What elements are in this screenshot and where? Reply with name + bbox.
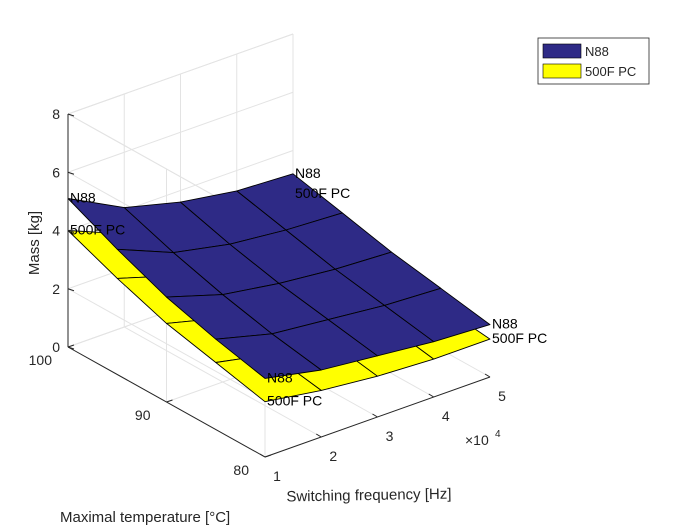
tick-labels: 0 2 4 6 8 80 90 100 1 2 3 4 5 [29,106,506,484]
x-tick-mark [372,413,378,418]
x-exponent-base: ×10 [465,432,489,448]
annotation-label: 500F PC [70,222,125,238]
x-tick-label: 1 [273,468,281,484]
z-tick-label: 2 [52,281,60,297]
x-tick-label: 5 [498,388,506,404]
legend-swatch-500f-pc [542,63,582,79]
z-tick-label: 0 [52,339,60,355]
annotation-label: N88 [267,369,293,385]
surface-cell [384,287,491,343]
y-tick-mark [67,344,75,348]
annotation-label: 500F PC [492,330,547,346]
y-tick-mark [264,454,272,458]
annotation-label: N88 [492,316,518,332]
z-tick-mark [67,288,75,292]
x-tick-mark [428,393,435,398]
annotation-label: N88 [295,165,321,181]
surface-n88 [67,173,491,379]
z-tick-mark [67,346,75,350]
z-tick-label: 8 [52,106,60,122]
x-exponent-power: 4 [495,429,501,440]
x-tick-label: 2 [329,448,337,464]
y-axis-label: Maximal temperature [°C] [60,509,230,525]
x-tick-label: 3 [386,428,394,444]
annotation-label: 500F PC [295,185,350,201]
annotation-label: N88 [70,189,96,205]
z-axis-label: Mass [kg] [26,211,43,275]
y-tick-mark [166,399,173,403]
surfaces [67,173,491,403]
legend-swatch-n88 [542,43,582,59]
z-tick-mark [67,230,75,233]
x-exponent-label: ×10 4 [465,429,501,448]
x-tick-mark [484,373,491,378]
legend: N88 500F PC [537,37,650,85]
z-tick-mark [67,113,75,117]
annotation-label: 500F PC [267,393,322,409]
z-tick-mark [67,171,75,175]
legend-label-500f-pc: 500F PC [585,64,636,79]
grid-line-x [124,326,322,438]
y-tick-label: 80 [233,462,249,478]
x-axis-label: Switching frequency [Hz] [286,486,451,506]
y-tick-label: 90 [135,407,151,423]
x-tick-mark [259,453,266,458]
x-tick-mark [315,433,322,438]
legend-label-n88: N88 [585,44,609,59]
x-tick-label: 4 [442,408,450,424]
y-tick-label: 100 [29,352,53,368]
z-tick-label: 6 [52,164,60,180]
z-tick-label: 4 [52,223,60,239]
